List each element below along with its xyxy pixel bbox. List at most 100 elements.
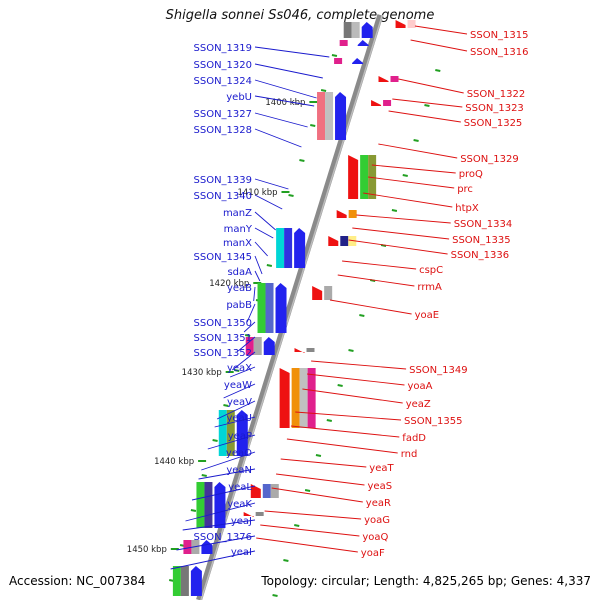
left-gene-label: yeaU xyxy=(226,413,252,424)
topology-text: Topology: circular; Length: 4,825,265 bp… xyxy=(261,574,591,588)
left-gene-label: SSON_1339 xyxy=(194,175,253,186)
gene-arrow-forward xyxy=(357,40,369,46)
right-leader-line xyxy=(410,39,468,52)
right-gene-label: fadD xyxy=(402,433,426,444)
gene-block xyxy=(291,368,300,428)
scale-tick xyxy=(190,509,197,512)
right-gene-label: SSON_1325 xyxy=(464,118,523,129)
left-leader-line xyxy=(254,128,302,148)
left-leader-line xyxy=(254,255,263,275)
left-gene-label: SSON_1340 xyxy=(194,191,253,202)
right-leader-line xyxy=(348,239,448,255)
gene-block xyxy=(306,348,315,352)
right-leader-line xyxy=(388,110,461,123)
right-gene-label: yoaE xyxy=(415,310,439,321)
scale-tick xyxy=(266,264,273,267)
gene-arrow-reverse xyxy=(294,348,305,353)
left-leader-line xyxy=(243,321,256,333)
gene-arrow-forward xyxy=(335,92,347,140)
left-leader-line xyxy=(229,366,256,378)
gene-block xyxy=(368,155,377,199)
scale-tick xyxy=(337,384,343,387)
left-leader-line xyxy=(254,46,330,58)
right-leader-line xyxy=(280,458,367,468)
left-gene-label: yeaK xyxy=(227,499,252,510)
right-leader-line xyxy=(356,214,451,224)
gene-block xyxy=(390,76,399,82)
gene-block xyxy=(299,368,308,428)
left-leader-line xyxy=(201,451,256,471)
scale-tick xyxy=(294,524,300,527)
gene-block xyxy=(339,40,348,46)
scale-label: 1420 kbp xyxy=(209,279,249,289)
gene-block xyxy=(253,337,262,355)
left-leader-line xyxy=(216,400,256,420)
left-leader-line xyxy=(254,211,276,231)
right-leader-line xyxy=(271,487,363,503)
left-gene-label: SSON_1350 xyxy=(194,318,253,329)
right-leader-line xyxy=(307,373,405,386)
right-leader-line xyxy=(276,473,365,486)
left-gene-label: manX xyxy=(223,238,252,249)
gene-arrow-reverse xyxy=(312,286,323,300)
gene-block xyxy=(334,58,343,64)
right-gene-label: SSON_1316 xyxy=(470,47,529,58)
left-leader-line xyxy=(254,112,308,128)
right-leader-line xyxy=(392,98,463,108)
right-gene-label: SSON_1355 xyxy=(404,416,463,427)
scale-tick xyxy=(223,404,229,407)
scale-label: 1450 kbp xyxy=(127,545,167,555)
scale-tick xyxy=(212,439,218,442)
gene-block xyxy=(245,337,254,355)
right-gene-label: yoaQ xyxy=(362,532,388,543)
right-gene-label: rrmA xyxy=(417,282,442,293)
left-gene-label: yeaN xyxy=(226,465,252,476)
right-leader-line xyxy=(398,78,464,94)
right-leader-line xyxy=(260,524,360,537)
accession-text: Accession: NC_007384 xyxy=(9,574,146,588)
left-leader-line xyxy=(254,178,289,190)
right-leader-line xyxy=(363,192,453,208)
gene-block xyxy=(257,283,266,333)
genome-backbone xyxy=(196,14,384,600)
gene-block xyxy=(324,286,333,300)
scale-tick xyxy=(310,124,316,127)
gene-arrow-forward xyxy=(201,540,213,554)
right-gene-label: SSON_1336 xyxy=(451,250,510,261)
scale-tick xyxy=(272,594,278,597)
right-gene-label: SSON_1322 xyxy=(467,89,526,100)
scale-tick xyxy=(413,139,419,142)
left-leader-line xyxy=(254,227,274,239)
scale-tick xyxy=(331,54,338,57)
gene-arrow-reverse xyxy=(250,484,261,498)
gene-arrow-reverse xyxy=(336,210,347,218)
right-gene-label: SSON_1334 xyxy=(454,219,513,230)
right-gene-label: SSON_1335 xyxy=(452,235,511,246)
gene-arrow-forward xyxy=(361,22,373,38)
right-leader-line xyxy=(368,176,455,189)
right-leader-line xyxy=(256,537,358,553)
left-leader-line xyxy=(254,95,315,107)
right-gene-label: yeaS xyxy=(368,481,393,492)
gene-arrow-forward xyxy=(263,337,275,355)
left-gene-label: SSON_1319 xyxy=(194,43,253,54)
scale-tick xyxy=(424,104,430,107)
right-gene-label: SSON_1323 xyxy=(465,103,524,114)
gene-block xyxy=(317,92,326,140)
gene-block xyxy=(284,228,293,268)
left-leader-line xyxy=(254,63,323,79)
scale-tick xyxy=(348,349,354,352)
right-gene-label: htpX xyxy=(455,203,479,214)
left-gene-label: yeaB xyxy=(227,283,252,294)
left-leader-line xyxy=(254,241,268,257)
right-leader-line xyxy=(290,425,400,438)
gene-arrow-forward xyxy=(190,566,202,596)
gene-block xyxy=(351,22,360,38)
gene-arrow-forward xyxy=(352,58,364,64)
right-leader-line xyxy=(302,388,403,404)
left-gene-label: SSON_1320 xyxy=(194,60,253,71)
gene-arrow-reverse xyxy=(395,20,406,28)
right-leader-line xyxy=(329,299,412,315)
gene-block xyxy=(407,20,416,28)
gene-block xyxy=(196,482,205,528)
